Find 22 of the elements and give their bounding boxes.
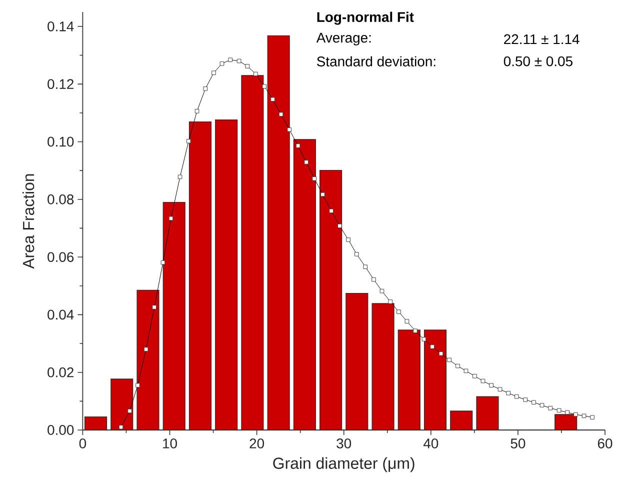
annotation: Standard deviation: [317,56,436,66]
x-tick-label: 10 [163,438,177,448]
annotation: 0.50 ± 0.05 [504,56,572,66]
x-tick-label: 20 [250,438,264,448]
annotation: Log-normal Fit [317,12,414,25]
y-tick-label: 0.10 [48,136,74,147]
y-tick-label: 0.08 [48,194,74,204]
y-tick-label: 0.04 [48,310,74,320]
annotation: 22.11 ± 1.14 [504,34,580,44]
y-tick-label: 0.12 [48,79,74,90]
x-tick-label: 40 [423,438,438,448]
x-axis-title: Grain diameter (μm) [273,457,414,472]
x-tick-label: 50 [510,438,526,448]
y-tick-label: 0.02 [48,367,74,378]
x-tick-label: 60 [598,438,612,448]
y-tick-label: 0.14 [48,21,74,32]
y-axis-title: Area Fraction [22,174,34,269]
y-tick-label: 0.00 [48,425,74,435]
annotation: Average: [316,32,371,46]
x-tick-label: 30 [336,438,352,448]
y-tick-label: 0.06 [48,252,74,262]
x-tick-label: 0 [79,438,86,448]
